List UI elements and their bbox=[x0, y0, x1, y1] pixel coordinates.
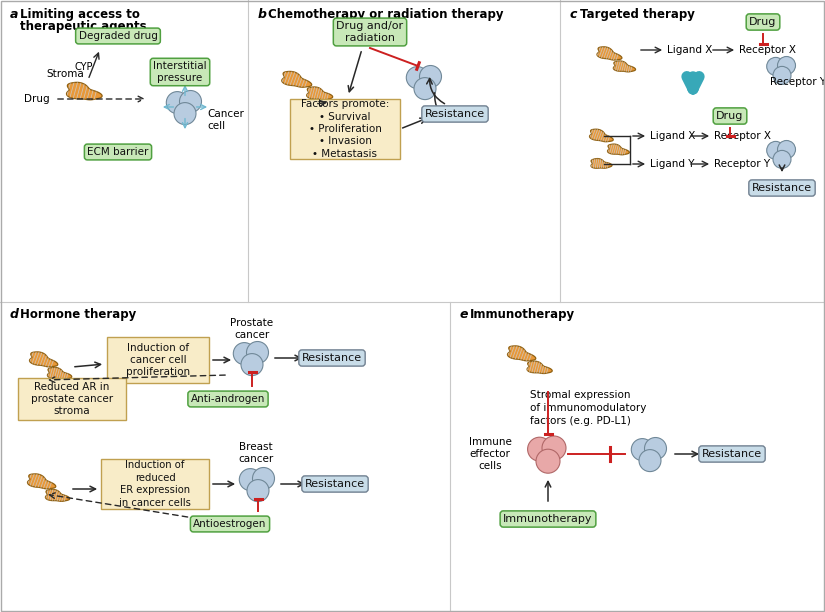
Circle shape bbox=[777, 141, 795, 159]
Circle shape bbox=[252, 468, 275, 490]
Text: Induction of
cancer cell
proliferation: Induction of cancer cell proliferation bbox=[126, 343, 190, 378]
Text: Receptor Y: Receptor Y bbox=[714, 159, 770, 169]
Text: Antioestrogen: Antioestrogen bbox=[193, 519, 266, 529]
Text: Drug and/or
radiation: Drug and/or radiation bbox=[337, 21, 403, 43]
Text: CYP: CYP bbox=[74, 62, 93, 72]
Text: Receptor Y: Receptor Y bbox=[770, 77, 825, 87]
Circle shape bbox=[528, 437, 552, 461]
Text: Drug: Drug bbox=[749, 17, 776, 27]
Text: Factors promote:
• Survival
• Proliferation
• Invasion
• Metastasis: Factors promote: • Survival • Proliferat… bbox=[301, 99, 389, 159]
Text: Receptor X: Receptor X bbox=[739, 45, 796, 55]
Text: Interstitial
pressure: Interstitial pressure bbox=[153, 61, 207, 83]
Text: Stromal expression
of immunomodulatory
factors (e.g. PD-L1): Stromal expression of immunomodulatory f… bbox=[530, 390, 646, 427]
Text: Ligand X: Ligand X bbox=[667, 45, 712, 55]
Circle shape bbox=[419, 65, 441, 88]
Circle shape bbox=[406, 67, 428, 89]
Text: Stroma: Stroma bbox=[46, 69, 84, 79]
Text: Cancer
cell: Cancer cell bbox=[207, 109, 244, 131]
Text: Drug: Drug bbox=[25, 94, 50, 104]
Polygon shape bbox=[45, 490, 70, 501]
Text: Resistance: Resistance bbox=[305, 479, 365, 489]
Circle shape bbox=[239, 469, 262, 491]
Text: ECM barrier: ECM barrier bbox=[87, 147, 148, 157]
Text: Immunotherapy: Immunotherapy bbox=[503, 514, 592, 524]
Text: Resistance: Resistance bbox=[425, 109, 485, 119]
Circle shape bbox=[766, 141, 785, 159]
Bar bbox=[290, 99, 400, 159]
Circle shape bbox=[174, 103, 196, 125]
Polygon shape bbox=[597, 47, 622, 60]
Text: Targeted therapy: Targeted therapy bbox=[580, 8, 695, 21]
Polygon shape bbox=[590, 129, 613, 142]
Polygon shape bbox=[607, 144, 629, 155]
Bar bbox=[107, 337, 209, 383]
Circle shape bbox=[644, 438, 667, 460]
Polygon shape bbox=[67, 83, 102, 100]
Circle shape bbox=[180, 91, 201, 113]
Polygon shape bbox=[307, 87, 332, 100]
Text: Resistance: Resistance bbox=[702, 449, 762, 459]
Text: Induction of
reduced
ER expression
in cancer cells: Induction of reduced ER expression in ca… bbox=[119, 460, 191, 507]
Text: Prostate
cancer: Prostate cancer bbox=[230, 318, 274, 340]
Polygon shape bbox=[27, 474, 56, 489]
Circle shape bbox=[414, 78, 436, 100]
Circle shape bbox=[241, 354, 263, 376]
Polygon shape bbox=[282, 72, 312, 88]
Circle shape bbox=[777, 56, 795, 75]
Text: Immunotherapy: Immunotherapy bbox=[470, 308, 575, 321]
Text: Resistance: Resistance bbox=[752, 183, 812, 193]
Bar bbox=[101, 459, 209, 509]
Text: therapeutic agents: therapeutic agents bbox=[20, 20, 147, 33]
Polygon shape bbox=[613, 61, 635, 72]
Text: Receptor X: Receptor X bbox=[714, 131, 771, 141]
Text: Drug: Drug bbox=[716, 111, 743, 121]
Polygon shape bbox=[30, 352, 58, 367]
Polygon shape bbox=[507, 346, 535, 361]
Text: c: c bbox=[570, 8, 577, 21]
Text: a: a bbox=[10, 8, 18, 21]
Text: Chemotherapy or radiation therapy: Chemotherapy or radiation therapy bbox=[268, 8, 503, 21]
Circle shape bbox=[167, 92, 188, 114]
Polygon shape bbox=[47, 367, 72, 379]
Circle shape bbox=[773, 66, 791, 84]
Text: Degraded drug: Degraded drug bbox=[78, 31, 158, 41]
Text: Immune
effector
cells: Immune effector cells bbox=[469, 438, 512, 471]
Bar bbox=[18, 378, 126, 420]
Text: Breast
cancer: Breast cancer bbox=[238, 442, 274, 464]
Circle shape bbox=[631, 439, 653, 461]
Text: Ligand X: Ligand X bbox=[650, 131, 695, 141]
Circle shape bbox=[542, 436, 566, 460]
Circle shape bbox=[766, 58, 785, 75]
Circle shape bbox=[233, 343, 255, 365]
Polygon shape bbox=[527, 361, 552, 373]
Circle shape bbox=[639, 450, 661, 472]
Text: b: b bbox=[258, 8, 267, 21]
Text: Hormone therapy: Hormone therapy bbox=[20, 308, 136, 321]
Text: e: e bbox=[460, 308, 469, 321]
Polygon shape bbox=[591, 159, 612, 168]
Text: Resistance: Resistance bbox=[302, 353, 362, 363]
Circle shape bbox=[247, 341, 268, 364]
Circle shape bbox=[773, 151, 791, 168]
Text: Anti-androgen: Anti-androgen bbox=[191, 394, 265, 404]
Text: Ligand Y: Ligand Y bbox=[650, 159, 695, 169]
Circle shape bbox=[247, 480, 269, 502]
Circle shape bbox=[536, 449, 560, 473]
Text: Reduced AR in
prostate cancer
stroma: Reduced AR in prostate cancer stroma bbox=[31, 382, 113, 416]
Text: Limiting access to: Limiting access to bbox=[20, 8, 140, 21]
Text: d: d bbox=[10, 308, 19, 321]
